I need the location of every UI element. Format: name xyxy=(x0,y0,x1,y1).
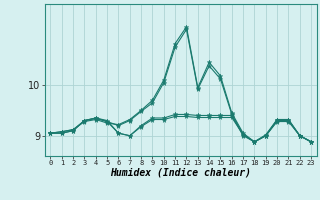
X-axis label: Humidex (Indice chaleur): Humidex (Indice chaleur) xyxy=(110,168,251,178)
